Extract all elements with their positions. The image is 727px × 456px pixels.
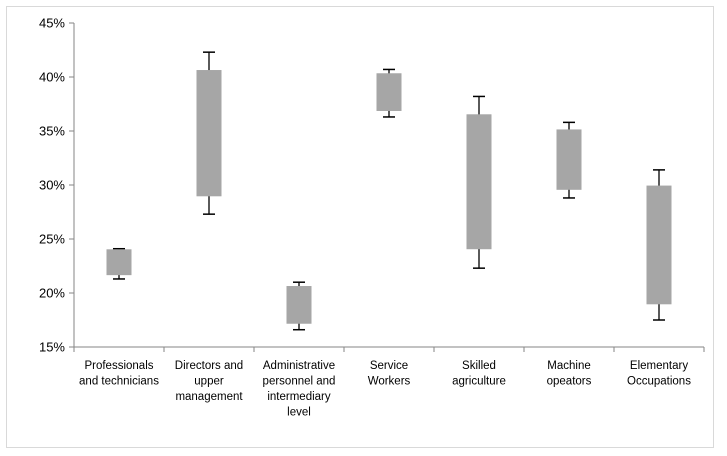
x-category-label-line: Machine (547, 360, 590, 372)
y-tick-label: 15% (39, 340, 65, 355)
box (196, 70, 222, 197)
x-category-label-line: Administrative (263, 360, 335, 372)
box (376, 73, 402, 111)
y-tick-label: 30% (39, 178, 65, 193)
x-category-label: Machine opeators (547, 360, 592, 388)
x-category-label: Professionals and technicians (79, 360, 159, 388)
x-category-label-line: opeators (547, 376, 592, 388)
x-category-label-line: intermediary (267, 391, 331, 403)
y-tick-label: 40% (39, 70, 65, 85)
x-category-label: Service Workers (368, 360, 411, 388)
x-category-label-line: Skilled (462, 360, 496, 372)
x-category-label-line: level (287, 407, 311, 419)
x-category-label-line: Directors and (175, 360, 243, 372)
box (646, 185, 672, 305)
box (556, 129, 582, 190)
chart-frame (6, 6, 714, 448)
y-tick-label: 20% (39, 286, 65, 301)
y-tick-label: 35% (39, 124, 65, 139)
x-category-label-line: and technicians (79, 376, 159, 388)
box (466, 114, 492, 250)
x-category-label: Skilled agriculture (452, 360, 506, 388)
x-category-label: Directors and upper management (175, 360, 244, 403)
x-category-label-line: Service (370, 360, 408, 372)
x-category-label-line: agriculture (452, 376, 506, 388)
y-tick-label: 45% (39, 16, 65, 31)
x-category-label: Administrative personnel and intermediary l… (263, 360, 336, 419)
x-category-label: Elementary Occupations (627, 360, 691, 388)
x-category-label-line: Workers (368, 376, 411, 388)
box (106, 249, 132, 276)
x-category-label-line: Professionals (84, 360, 153, 372)
box (286, 286, 312, 324)
x-category-label-line: Occupations (627, 376, 691, 388)
x-category-label-line: personnel and (263, 376, 336, 388)
x-category-label-line: Elementary (630, 360, 688, 372)
x-category-label-line: upper (194, 376, 224, 388)
x-category-label-line: management (175, 391, 243, 403)
y-tick-label: 25% (39, 232, 65, 247)
